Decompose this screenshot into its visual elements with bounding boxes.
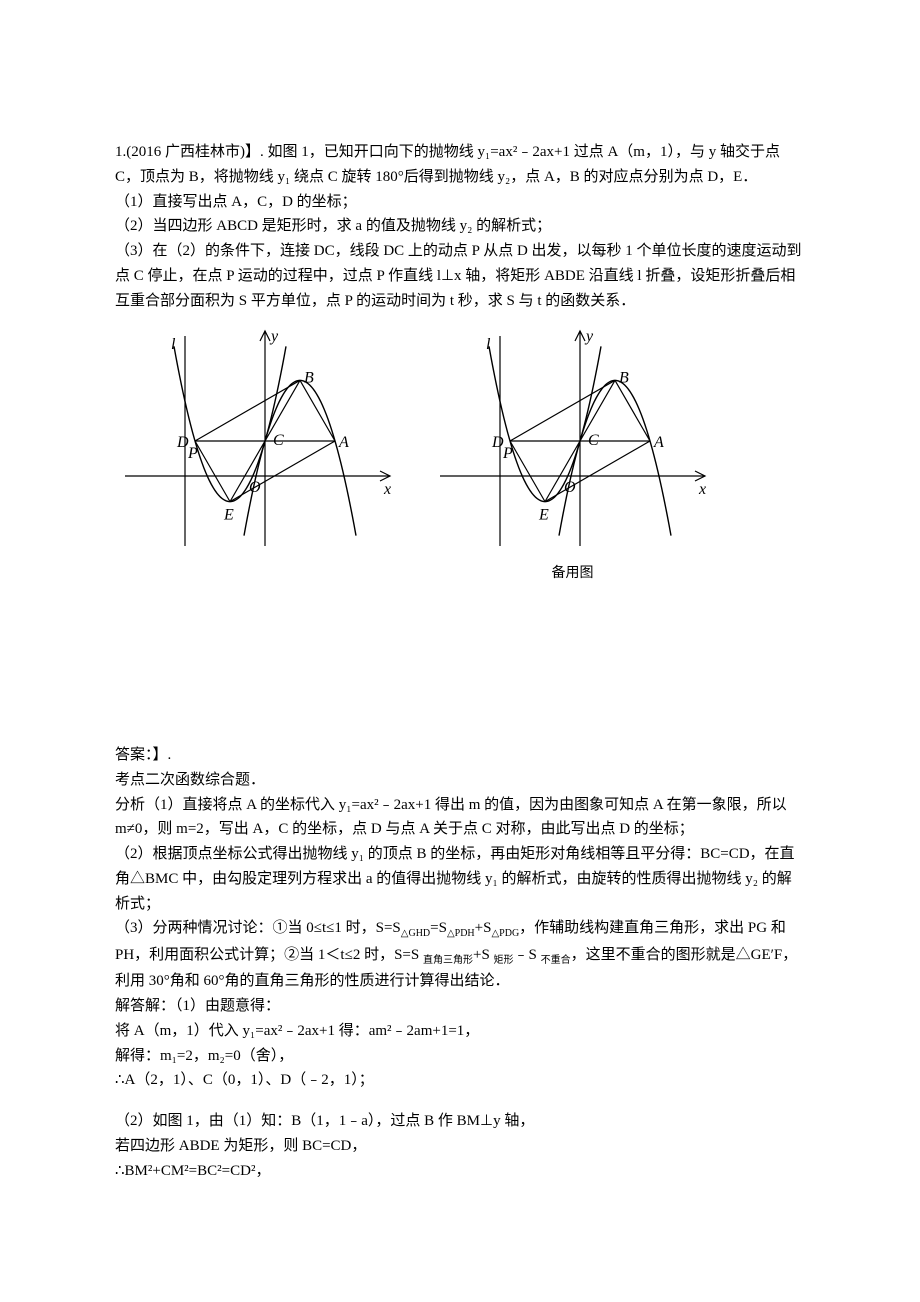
problem-intro: 1.(2016 广西桂林市)】. 如图 1，已知开口向下的抛物线 y₁=ax²﹣… — [115, 140, 805, 190]
a5-m4: +S — [473, 947, 494, 963]
svg-text:D: D — [491, 434, 504, 451]
svg-text:P: P — [187, 445, 198, 462]
analysis-1: 分析（1）直接将点 A 的坐标代入 y₁=ax²﹣2ax+1 得出 m 的值，因… — [115, 793, 805, 843]
svg-text:y: y — [269, 328, 279, 345]
problem-part-3: （3）在（2）的条件下，连接 DC，线段 DC 上的动点 P 从点 D 出发，以… — [115, 239, 805, 313]
svg-text:E: E — [538, 507, 549, 524]
exam-point: 考点二次函数综合题． — [115, 768, 805, 793]
a5-sub3: △PDG — [491, 928, 519, 939]
svg-text:A: A — [338, 434, 349, 451]
a5-sub6: 不重合 — [541, 955, 571, 966]
solution-part2-line2: 若四边形 ABDE 为矩形，则 BC=CD， — [115, 1134, 805, 1159]
a5-pre: （3）分两种情况讨论：①当 0≤t≤1 时，S=S — [115, 920, 401, 936]
a5-m2: +S — [475, 920, 492, 936]
svg-text:l: l — [171, 336, 176, 353]
parabola-diagram-2: Py x O B C A D El — [430, 321, 715, 551]
a5-sub5: 矩形 — [494, 955, 514, 966]
svg-text:y: y — [584, 328, 594, 345]
a5-sub4: 直角三角形 — [423, 955, 473, 966]
svg-text:A: A — [653, 434, 664, 451]
solution-line-1: 将 A（m，1）代入 y₁=ax²﹣2ax+1 得：am²﹣2am+1=1， — [115, 1019, 805, 1044]
solution-line-2: 解得：m₁=2，m₂=0（舍）， — [115, 1044, 805, 1069]
svg-text:x: x — [383, 481, 391, 498]
diagrams-row: Py x O B C A D El Py x O B C A D El 备用图 — [115, 321, 805, 585]
analysis-2: （2）根据顶点坐标公式得出抛物线 y₁ 的顶点 B 的坐标，再由矩形对角线相等且… — [115, 842, 805, 916]
analysis-3: （3）分两种情况讨论：①当 0≤t≤1 时，S=S△GHD=S△PDH+S△PD… — [115, 916, 805, 994]
a5-sub1: △GHD — [401, 928, 430, 939]
a5-sub2: △PDH — [447, 928, 475, 939]
svg-text:x: x — [698, 481, 706, 498]
solution-part2-line1: （2）如图 1，由（1）知：B（1，1﹣a），过点 B 作 BM⊥y 轴， — [115, 1109, 805, 1134]
backup-diagram-label: 备用图 — [430, 562, 715, 585]
svg-text:C: C — [273, 432, 284, 449]
solution-header: 解答解：（1）由题意得： — [115, 994, 805, 1019]
problem-part-2: （2）当四边形 ABCD 是矩形时，求 a 的值及抛物线 y₂ 的解析式； — [115, 214, 805, 239]
svg-text:l: l — [486, 336, 491, 353]
svg-text:O: O — [564, 479, 576, 496]
spacer — [115, 593, 805, 743]
svg-text:B: B — [619, 370, 629, 387]
diagram-2: Py x O B C A D El 备用图 — [430, 321, 715, 585]
parabola-diagram-1: Py x O B C A D El — [115, 321, 400, 551]
diagram-1: Py x O B C A D El — [115, 321, 400, 585]
svg-text:E: E — [223, 507, 234, 524]
svg-text:C: C — [588, 432, 599, 449]
svg-text:D: D — [176, 434, 189, 451]
answer-header: 答案：】. — [115, 743, 805, 768]
svg-text:B: B — [304, 370, 314, 387]
svg-text:P: P — [502, 445, 513, 462]
solution-line-3: ∴A（2，1）、C（0，1）、D（﹣2，1）； — [115, 1068, 805, 1093]
a5-m1: =S — [430, 920, 447, 936]
problem-part-1: （1）直接写出点 A，C，D 的坐标； — [115, 190, 805, 215]
svg-text:O: O — [249, 479, 261, 496]
solution-part2-line3: ∴BM²+CM²=BC²=CD²， — [115, 1159, 805, 1184]
a5-m5: ﹣S — [514, 947, 541, 963]
